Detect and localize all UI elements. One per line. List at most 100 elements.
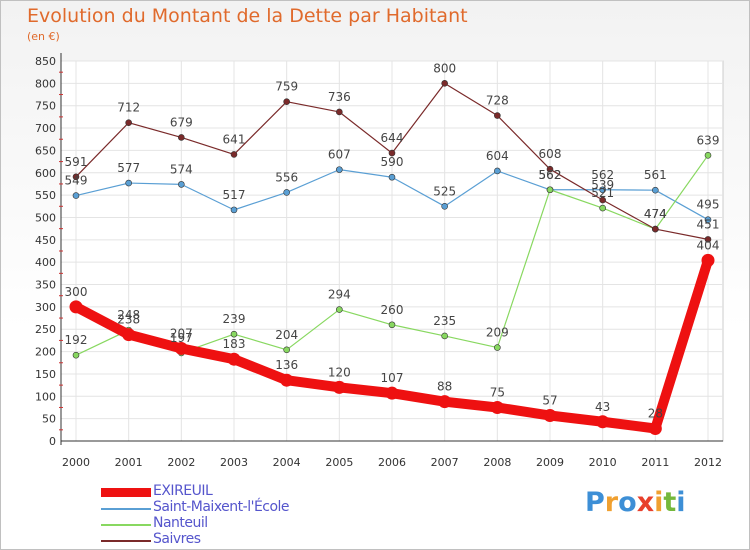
data-label: 204 (275, 328, 298, 342)
x-tick-label: 2001 (115, 456, 143, 469)
data-label: 209 (486, 326, 509, 340)
series-point (69, 300, 83, 314)
data-label: 474 (644, 207, 667, 221)
data-label: 238 (117, 313, 140, 327)
x-tick-label: 2009 (536, 456, 564, 469)
data-label: 28 (648, 406, 663, 420)
x-tick-label: 2007 (431, 456, 459, 469)
series-point (283, 98, 290, 105)
data-label: 562 (591, 168, 614, 182)
y-tick-label: 550 (35, 189, 56, 202)
logo-letter: P (585, 487, 605, 518)
series-point (230, 206, 238, 214)
series-point (490, 400, 504, 414)
x-tick-label: 2002 (167, 456, 195, 469)
data-label: 525 (433, 184, 456, 198)
data-label: 561 (644, 168, 667, 182)
legend-label: Saint-Maixent-l'École (153, 499, 290, 515)
series-point (336, 108, 343, 116)
series-point (280, 373, 294, 387)
series-lines (69, 80, 715, 435)
series-point (72, 173, 80, 181)
data-label: 728 (486, 94, 509, 108)
data-label: 604 (486, 149, 509, 163)
series-point (652, 186, 659, 194)
data-label: 639 (697, 133, 720, 147)
axes: 0 50 100 150 200 250 300 350 400 450 500 550 600 650 7… (35, 53, 723, 469)
logo-letter: x (636, 487, 655, 518)
data-label: 239 (223, 312, 246, 326)
data-label: 644 (381, 131, 404, 145)
x-tick-label: 2000 (62, 456, 90, 469)
logo-letter: o (618, 487, 637, 518)
data-label: 556 (275, 170, 298, 184)
data-label: 75 (490, 385, 505, 399)
logo-letter: r (604, 487, 619, 518)
y-tick-label: 700 (35, 122, 56, 135)
data-label: 474 (644, 207, 667, 221)
y-tick-label: 300 (35, 301, 56, 314)
series-point (283, 346, 290, 354)
data-label: 300 (65, 285, 88, 299)
logo-letter: i (654, 487, 664, 518)
data-label: 136 (275, 358, 298, 372)
y-tick-label: 50 (42, 413, 56, 426)
x-tick-label: 2008 (483, 456, 511, 469)
series-point (704, 236, 712, 243)
series-point (230, 330, 238, 338)
series-point (72, 351, 80, 359)
series-point (596, 415, 610, 429)
legend-label: EXIREUIL (153, 483, 213, 499)
y-tick-label: 250 (35, 323, 56, 336)
series-point (441, 332, 448, 340)
data-label: 404 (697, 238, 720, 252)
data-label: 57 (542, 394, 557, 408)
legend-swatch (101, 540, 151, 542)
data-label: 521 (591, 186, 614, 200)
data-label: 549 (65, 174, 88, 188)
data-label: 736 (328, 90, 351, 104)
x-tick-label: 2011 (641, 456, 669, 469)
x-tick-label: 2003 (220, 456, 248, 469)
series-point (336, 166, 343, 173)
series-point (336, 306, 343, 313)
series-point (385, 386, 399, 400)
series-point (599, 186, 606, 194)
data-label: 197 (170, 331, 193, 345)
series-point (494, 344, 501, 351)
series-point (125, 179, 132, 187)
logo-letter: i (676, 487, 686, 518)
series-point (388, 173, 396, 181)
y-tick-label: 500 (35, 211, 56, 224)
y-tick-label: 850 (35, 55, 56, 68)
data-label: 43 (595, 400, 610, 414)
data-label: 712 (117, 101, 140, 115)
data-label: 591 (65, 155, 88, 169)
data-label: 495 (697, 198, 720, 212)
data-label: 577 (117, 161, 140, 175)
data-label: 88 (437, 380, 452, 394)
series-point (652, 225, 659, 233)
data-label: 641 (223, 132, 246, 146)
series-point (494, 112, 501, 119)
series-point (599, 196, 606, 204)
chart-subtitle: (en €) (27, 30, 60, 43)
data-label: 183 (223, 337, 246, 351)
y-tick-label: 800 (35, 77, 56, 90)
data-label: 607 (328, 148, 351, 162)
series-point (388, 321, 396, 329)
series-point (701, 253, 715, 267)
data-label: 248 (117, 308, 140, 322)
data-label: 590 (381, 155, 404, 169)
series-point (599, 204, 606, 212)
series-point (441, 80, 448, 87)
series-point (546, 186, 554, 194)
data-label: 539 (591, 178, 614, 192)
logo-letter: t (663, 487, 677, 518)
data-label: 562 (539, 168, 562, 182)
series-point (178, 181, 185, 188)
data-label: 120 (328, 365, 351, 379)
data-label: 608 (539, 147, 562, 161)
y-tick-label: 650 (35, 144, 56, 157)
